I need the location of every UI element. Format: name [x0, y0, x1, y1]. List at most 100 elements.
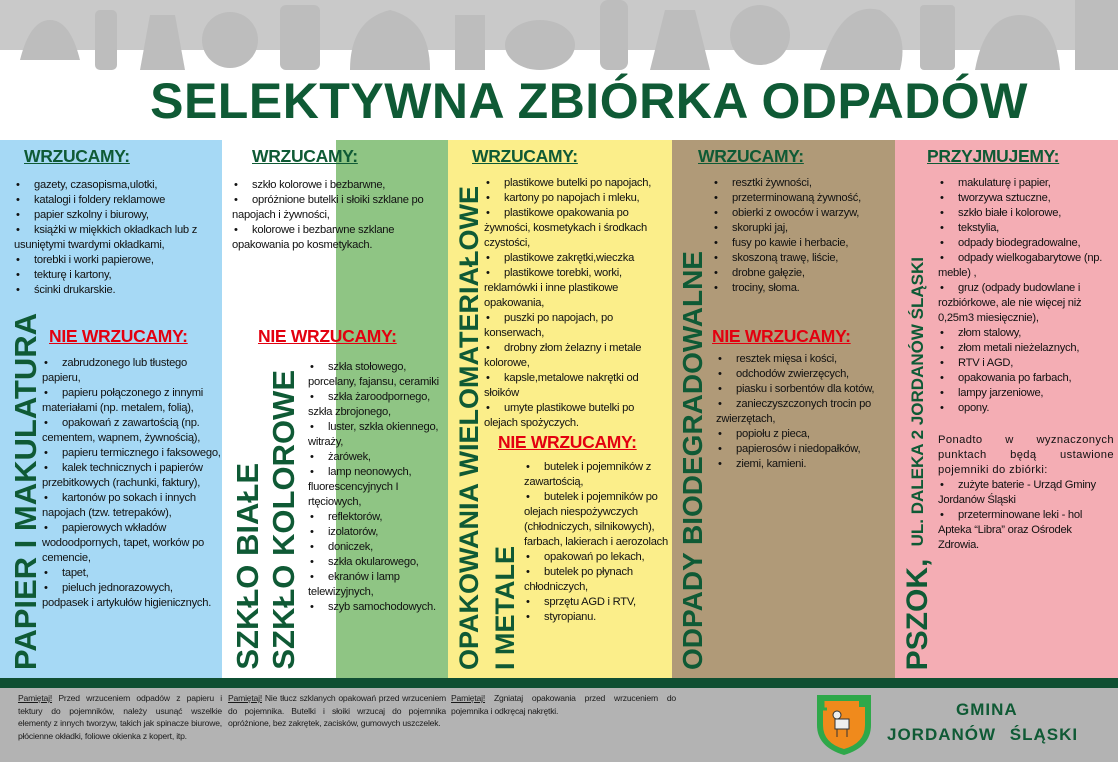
list-item-text: opakowań z zawartością (np. cementem, wa… — [42, 417, 201, 444]
bullet-icon: • — [310, 466, 314, 478]
waste-silhouettes-decoration — [0, 0, 1118, 70]
bullet-icon: • — [486, 177, 490, 189]
bullet-icon: • — [940, 252, 944, 264]
bullet-icon: • — [714, 177, 718, 189]
bullet-icon: • — [718, 458, 722, 470]
list-item-text: RTV i AGD, — [958, 357, 1014, 369]
bullet-icon: • — [234, 224, 238, 236]
pszok-vertical-title: PSZOK, UL. DALEKA 2 JORDANÓW ŚLĄSKI — [901, 256, 934, 670]
bullet-icon: • — [16, 269, 20, 281]
bullet-icon: • — [526, 461, 530, 473]
bullet-icon: • — [526, 566, 530, 578]
bullet-icon: • — [16, 284, 20, 296]
list-item-text: butelek po płynach chłodniczych, — [524, 566, 633, 593]
bullet-icon: • — [310, 571, 314, 583]
note-text: Przed wrzuceniem odpadów z papieru i tek… — [18, 693, 222, 741]
list-item: • sprzętu AGD i RTV, — [524, 595, 668, 610]
list-item-text: tworzywa sztuczne, — [958, 192, 1051, 204]
bullet-icon: • — [526, 491, 530, 503]
list-item-text: tapet, — [62, 567, 89, 579]
list-item-text: kalek technicznych i papierów przebitkow… — [42, 462, 203, 489]
list-item: • umyte plastikowe butelki po olejach spo… — [484, 401, 670, 431]
bullet-icon: • — [940, 327, 944, 339]
bullet-icon: • — [44, 417, 48, 429]
list-item: • żarówek, — [308, 450, 448, 465]
bullet-icon: • — [310, 541, 314, 553]
page-title: SELEKTYWNA ZBIÓRKA ODPADÓW — [150, 73, 1028, 129]
list-item: • zabrudzonego lub tłustego papieru, — [42, 356, 222, 386]
list-item: • przeterminowane leki - hol Apteka “Libr… — [938, 508, 1114, 553]
bullet-icon: • — [16, 179, 20, 191]
note-label: Pamiętaj! — [451, 693, 486, 703]
pszok-extra-list: • zużyte baterie - Urząd Gminy Jordanów Ś… — [938, 478, 1114, 553]
bullet-icon: • — [44, 357, 48, 369]
bullet-icon: • — [44, 567, 48, 579]
bio-no-list: • resztek mięsa i kości, • odchodów zwierzę… — [716, 352, 894, 472]
list-item: • butelek po płynach chłodniczych, — [524, 565, 668, 595]
list-item: • butelek i pojemników po olejach niespoż… — [524, 490, 668, 550]
list-item-text: drobny złom żelazny i metale kolorowe, — [484, 342, 642, 369]
list-item: • papieru termicznego i faksowego, — [42, 446, 222, 461]
list-item: • puszki po napojach, po konserwach, — [484, 311, 670, 341]
list-item-text: skoszoną trawę, liście, — [732, 252, 839, 264]
list-item: • trociny, słoma. — [712, 281, 892, 296]
list-item: • tekturę i kartony, — [14, 268, 214, 283]
list-item: • lampy jarzeniowe, — [938, 386, 1116, 401]
list-item: • plastikowe opakowania po żywności, kosm… — [484, 206, 670, 251]
list-item-text: opony. — [958, 402, 990, 414]
list-item-text: pieluch jednorazowych, podpasek i artyku… — [42, 582, 212, 609]
glass-no-heading: NIE WRZUCAMY: — [258, 326, 397, 346]
bullet-icon: • — [714, 282, 718, 294]
bullet-icon: • — [310, 361, 314, 373]
bullet-icon: • — [44, 492, 48, 504]
list-item-text: złom stalowy, — [958, 327, 1022, 339]
list-item: • szkła żaroodpornego, szkła zbrojonego, — [308, 390, 448, 420]
bullet-icon: • — [714, 252, 718, 264]
note-glass: Pamiętaj! Nie tłucz szklanych opakowań p… — [228, 692, 446, 730]
note-label: Pamiętaj! — [18, 693, 53, 703]
bullet-icon: • — [16, 254, 20, 266]
bullet-icon: • — [940, 509, 944, 521]
bullet-icon: • — [940, 222, 944, 234]
bullet-icon: • — [940, 177, 944, 189]
bio-ok-heading: WRZUCAMY: — [698, 146, 804, 166]
bullet-icon: • — [310, 526, 314, 538]
list-item: • zużyte baterie - Urząd Gminy Jordanów Ś… — [938, 478, 1114, 508]
list-item: • ziemi, kamieni. — [716, 457, 894, 472]
bullet-icon: • — [718, 398, 722, 410]
plastic-vertical-title-metal: I METALE — [490, 546, 520, 670]
list-item-text: ścinki drukarskie. — [34, 284, 116, 296]
list-item: • gazety, czasopisma,ulotki, — [14, 178, 214, 193]
list-item-text: papierosów i niedopałków, — [736, 443, 861, 455]
list-item: • luster, szkła okiennego, witraży, — [308, 420, 448, 450]
list-item: • szkła stołowego, porcelany, fajansu, ce… — [308, 360, 448, 390]
list-item-text: butelek i pojemników z zawartością, — [524, 461, 652, 488]
list-item-text: przeterminowaną żywność, — [732, 192, 861, 204]
bullet-icon: • — [486, 342, 490, 354]
list-item-text: szkło białe i kolorowe, — [958, 207, 1062, 219]
bullet-icon: • — [714, 192, 718, 204]
list-item: • złom metali nieżelaznych, — [938, 341, 1116, 356]
pszok-address: UL. DALEKA 2 JORDANÓW ŚLĄSKI — [908, 256, 927, 546]
list-item-text: opakowań po lekach, — [544, 551, 645, 563]
gmina-coat-of-arms-icon — [817, 695, 871, 755]
note-plastic: Pamiętaj! Zgniataj opakowania przed wrzu… — [451, 692, 676, 717]
bullet-icon: • — [44, 387, 48, 399]
list-item-text: zużyte baterie - Urząd Gminy Jordanów Śl… — [938, 479, 1096, 506]
list-item: • obierki z owoców i warzyw, — [712, 206, 892, 221]
list-item: • opakowań po lekach, — [524, 550, 668, 565]
list-item-text: makulaturę i papier, — [958, 177, 1051, 189]
list-item-text: plastikowe torebki, worki, reklamówki i … — [484, 267, 622, 309]
bullet-icon: • — [44, 462, 48, 474]
list-item: • papierosów i niedopałków, — [716, 442, 894, 457]
list-item: • skoszoną trawę, liście, — [712, 251, 892, 266]
list-item-text: papieru połączonego z innymi materiałami… — [42, 387, 204, 414]
list-item: • kolorowe i bezbarwne szklane opakowania… — [232, 223, 442, 253]
list-item: • RTV i AGD, — [938, 356, 1116, 371]
bullet-icon: • — [16, 194, 20, 206]
list-item-text: ekranów i lamp telewizyjnych, — [308, 571, 400, 598]
list-item: • papier szkolny i biurowy, — [14, 208, 214, 223]
list-item: • szkło kolorowe i bezbarwne, — [232, 178, 442, 193]
pszok-extra-intro: Ponadto w wyznaczonych punktach będą ust… — [938, 434, 1114, 476]
list-item-text: opakowania po farbach, — [958, 372, 1072, 384]
